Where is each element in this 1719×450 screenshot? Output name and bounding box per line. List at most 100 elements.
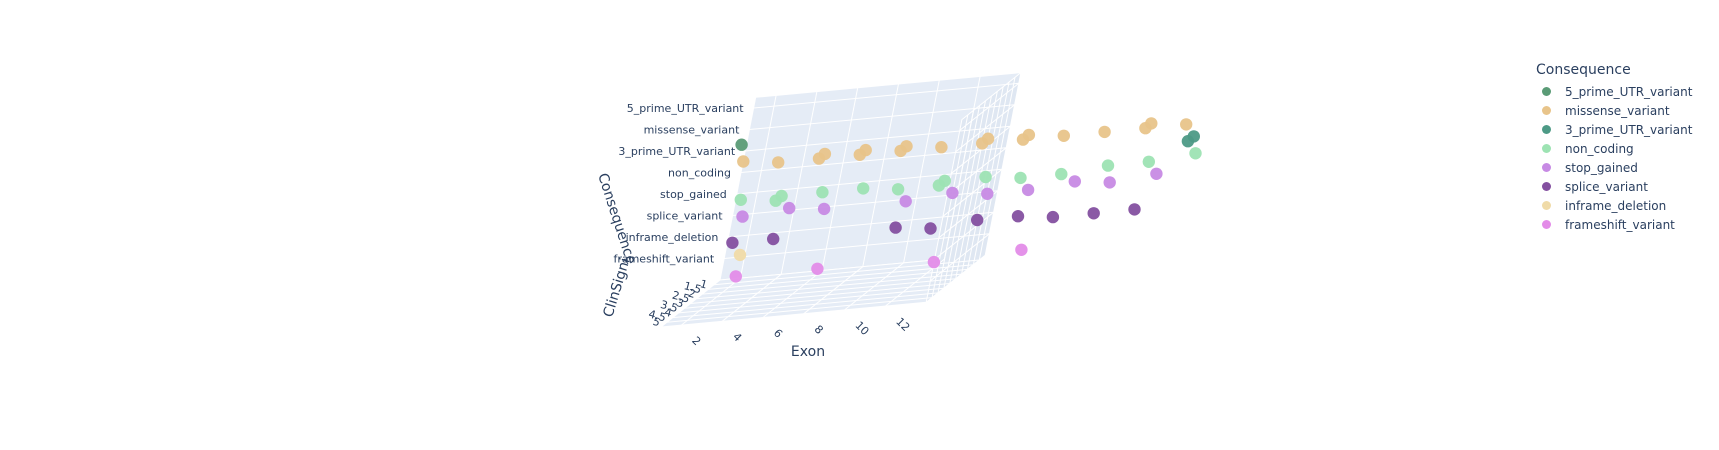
clinsig-axis-title: ClinSigni <box>601 256 634 319</box>
marker-non_coding <box>857 182 870 195</box>
marker-inframe_deletion <box>733 248 747 262</box>
marker-non_coding <box>932 179 946 192</box>
consequence-tick-label: stop_gained <box>660 188 727 201</box>
marker-splice_variant <box>726 236 739 249</box>
plot-scene: 2 4 6 8 10 125_prime_UTR_variantmissense_vari… <box>594 71 1202 360</box>
marker-missense_variant <box>976 137 989 150</box>
marker-missense_variant <box>772 156 785 169</box>
legend-item[interactable]: stop_gained <box>1530 158 1715 177</box>
legend-item[interactable]: frameshift_variant <box>1530 215 1715 234</box>
marker-stop_gained <box>1021 183 1035 197</box>
clinsig-gridline <box>972 81 1010 265</box>
marker-non_coding <box>1142 155 1156 168</box>
marker-non_coding <box>1014 171 1027 185</box>
legend-label: stop_gained <box>1565 160 1638 175</box>
clinsig-gridline <box>672 292 939 319</box>
legend-item[interactable]: non_coding <box>1530 139 1715 158</box>
marker-frameshift_variant <box>927 255 941 269</box>
marker-non_coding <box>1189 147 1202 160</box>
clinsig-gridline <box>943 105 981 289</box>
marker-missense_variant <box>1139 122 1152 135</box>
legend-item[interactable]: 3_prime_UTR_variant <box>1530 120 1715 139</box>
marker-5_prime_UTR_variant <box>735 138 748 151</box>
clinsig-gridline <box>678 287 944 314</box>
clinsig-tick-label: 3.5 <box>659 298 679 315</box>
legend-marker-icon <box>1542 220 1551 229</box>
x-tick-label: 12 <box>893 315 912 334</box>
marker-splice_variant <box>1046 210 1060 224</box>
marker-non_coding <box>891 183 905 196</box>
legend-marker-icon <box>1542 125 1551 134</box>
legend-label: missense_variant <box>1565 103 1670 118</box>
legend-item[interactable]: missense_variant <box>1530 101 1715 120</box>
consequence-gridline <box>745 125 1011 152</box>
clinsig-gridline <box>961 91 998 275</box>
clinsig-tick-label: 5 <box>651 315 661 329</box>
marker-missense_variant <box>853 148 866 161</box>
clinsig-gridline <box>684 283 950 309</box>
marker-stop_gained <box>1103 176 1116 189</box>
clinsig-gridline <box>696 273 962 300</box>
marker-missense_variant <box>1057 129 1071 142</box>
x-gridline <box>862 83 899 267</box>
clinsig-gridline <box>978 77 1016 261</box>
x-gridline <box>821 87 859 271</box>
marker-missense_variant <box>1098 125 1111 139</box>
legend-item[interactable]: inframe_deletion <box>1530 196 1715 215</box>
clinsig-gridline <box>955 95 992 279</box>
legend-item[interactable]: 5_prime_UTR_variant <box>1530 82 1715 101</box>
x-tick-label: 6 <box>771 326 785 340</box>
marker-3_prime_UTR_variant <box>1181 135 1195 148</box>
x-tick-label: 2 <box>689 334 703 348</box>
clinsig-gridline <box>708 264 974 290</box>
clinsig-tick-label: 1.5 <box>683 279 703 296</box>
marker-missense_variant <box>737 155 750 168</box>
x-gridline <box>739 95 777 279</box>
marker-stop_gained <box>946 186 959 200</box>
x-gridline <box>903 80 940 263</box>
legend: Consequence 5_prime_UTR_variant missense_… <box>1530 62 1715 234</box>
gridlines <box>666 76 1020 326</box>
legend-label: frameshift_variant <box>1565 217 1675 232</box>
marker-stop_gained <box>736 210 749 223</box>
marker-splice_variant <box>971 213 984 227</box>
marker-splice_variant <box>924 222 937 235</box>
marker-splice_variant <box>1128 203 1141 216</box>
legend-marker-icon <box>1542 201 1551 210</box>
marker-splice_variant <box>767 232 780 246</box>
consequence-tick-label: splice_variant <box>647 210 724 223</box>
marker-missense_variant <box>1016 133 1030 146</box>
marker-non_coding <box>816 186 829 199</box>
marker-splice_variant <box>1011 210 1025 223</box>
x-tick-label: 10 <box>852 319 871 338</box>
marker-non_coding <box>769 194 782 207</box>
marker-splice_variant <box>889 221 902 234</box>
consequence-gridline <box>749 104 1015 130</box>
clinsig-tick-label: 1 <box>699 277 709 291</box>
consequence-tick-label: frameshift_variant <box>613 253 714 266</box>
consequence-tick-label: 5_prime_UTR_variant <box>627 102 744 115</box>
marker-non_coding <box>1101 159 1115 172</box>
marker-stop_gained <box>817 202 831 216</box>
legend-label: inframe_deletion <box>1565 198 1667 213</box>
consequence-tick-label: 3_prime_UTR_variant <box>618 145 735 158</box>
clinsig-gridline <box>937 110 975 293</box>
marker-stop_gained <box>1150 167 1163 180</box>
marker-stop_gained <box>1068 175 1082 188</box>
marker-missense_variant <box>1180 118 1193 131</box>
clinsig-tick-label: 2.5 <box>671 289 691 306</box>
marker-stop_gained <box>899 195 912 208</box>
clinsig-gridline <box>949 100 986 284</box>
clinsig-gridline <box>931 114 969 298</box>
x-gridline <box>780 91 818 275</box>
consequence-gridline <box>753 82 1019 109</box>
consequence-gridline <box>740 147 1007 173</box>
consequence-tick-label: inframe_deletion <box>626 231 719 244</box>
markers <box>726 117 1202 283</box>
clinsig-gridline <box>666 297 933 323</box>
legend-label: 3_prime_UTR_variant <box>1565 122 1693 137</box>
legend-item[interactable]: splice_variant <box>1530 177 1715 196</box>
marker-missense_variant <box>935 141 948 154</box>
marker-stop_gained <box>981 187 994 200</box>
